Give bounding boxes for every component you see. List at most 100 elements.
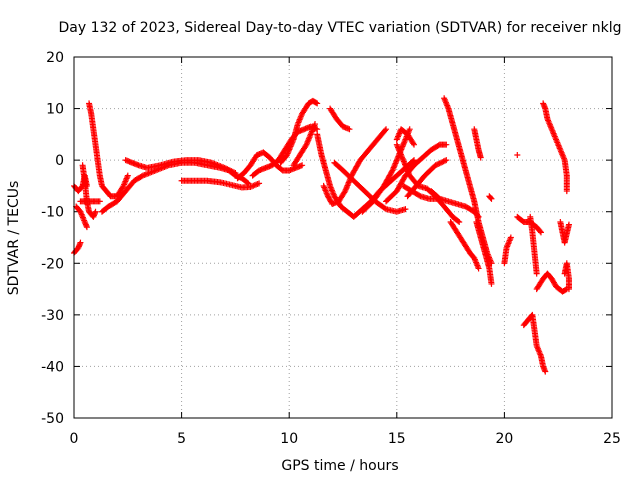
y-tick-label: 20 (46, 50, 64, 66)
series-arc-6 (77, 198, 103, 205)
y-tick-label: -20 (41, 256, 64, 272)
x-axis-label: GPS time / hours (281, 458, 398, 474)
series-arc-5 (86, 100, 131, 200)
data-point-marker (441, 157, 448, 164)
series-arc-21 (393, 126, 418, 148)
data-point-marker (440, 158, 447, 165)
data-point-marker (562, 286, 569, 293)
series-arc-8 (122, 157, 239, 177)
series-arc-34 (527, 213, 540, 277)
series-arc-18 (383, 141, 450, 205)
series-arc-35 (533, 270, 570, 295)
data-point-marker (443, 141, 450, 148)
data-point-marker (225, 166, 232, 173)
plot-frame (73, 56, 613, 419)
series-arc-2 (71, 239, 84, 256)
data-point-marker (488, 280, 495, 287)
series-arc-3 (73, 203, 90, 231)
data-point-marker (411, 157, 418, 164)
data-point-marker (228, 168, 235, 175)
data-point-marker (456, 219, 463, 226)
series-arc-33 (520, 311, 549, 375)
data-point-marker (433, 161, 440, 168)
y-tick-label: 10 (46, 102, 64, 118)
data-point-marker (565, 286, 572, 293)
data-point-marker (96, 198, 103, 205)
axis-ticks: 0 5 10 15 20 25 -50 -40 -30 -20 -10 0 10 20 (41, 50, 621, 447)
x-tick-label: 0 (70, 431, 79, 447)
data-point-marker (124, 172, 131, 179)
data-point-marker (410, 140, 417, 147)
data-point-marker (537, 229, 544, 236)
grid-lines (74, 57, 612, 418)
data-point-marker (439, 159, 446, 166)
data-point-marker (537, 228, 544, 235)
series-arc-27 (447, 219, 482, 272)
series-arc-25 (441, 95, 495, 267)
data-point-marker (475, 265, 482, 272)
data-point-marker (299, 162, 306, 169)
data-point-marker (222, 165, 229, 172)
data-point-marker (563, 188, 570, 195)
data-point-marker (232, 170, 239, 177)
data-point-marker (436, 160, 443, 167)
y-tick-label: -10 (41, 205, 64, 221)
data-point-marker (314, 100, 321, 107)
data-point-marker (231, 169, 238, 176)
data-point-marker (488, 195, 495, 202)
data-point-marker (443, 157, 450, 164)
data-point-marker (313, 99, 320, 106)
data-point-marker (402, 206, 409, 213)
data-point-marker (542, 368, 549, 375)
y-tick-label: -50 (41, 411, 64, 427)
data-point-marker (435, 161, 442, 168)
data-point-marker (432, 162, 439, 169)
data-point-marker (224, 166, 231, 173)
data-point-marker (341, 189, 348, 196)
series-arc-28 (473, 219, 495, 287)
series-arc-36 (540, 100, 570, 195)
data-point-marker (533, 270, 540, 277)
series-arc-12 (277, 97, 321, 166)
x-tick-label: 15 (388, 431, 406, 447)
data-point-marker (256, 180, 263, 187)
data-point-marker (437, 159, 444, 166)
data-point-marker (507, 234, 514, 241)
series-arc-17 (327, 105, 353, 133)
data-point-marker (314, 126, 321, 133)
data-point-marker (83, 224, 90, 231)
data-points (71, 95, 572, 375)
data-point-marker (477, 154, 484, 161)
series-arc-31 (514, 151, 521, 158)
series-arc-13 (290, 121, 319, 169)
y-tick-label: -30 (41, 308, 64, 324)
chart-title: Day 132 of 2023, Sidereal Day-to-day VTE… (59, 20, 622, 36)
series-arc-30 (501, 234, 514, 267)
data-point-marker (411, 141, 418, 148)
series-arc-29 (486, 193, 495, 202)
x-tick-label: 25 (603, 431, 621, 447)
series-arc-38 (561, 260, 572, 293)
data-point-marker (455, 218, 462, 225)
y-tick-label: 0 (55, 153, 64, 169)
data-point-marker (514, 151, 521, 158)
data-point-marker (382, 127, 389, 134)
x-tick-label: 5 (177, 431, 186, 447)
y-tick-label: -40 (41, 359, 64, 375)
series-arc-10 (234, 149, 306, 182)
x-tick-label: 10 (280, 431, 298, 447)
data-point-marker (92, 208, 99, 215)
data-point-marker (409, 158, 416, 165)
data-point-marker (406, 126, 413, 133)
data-point-marker (312, 121, 319, 128)
series-arc-26 (471, 126, 484, 161)
data-point-marker (416, 192, 423, 199)
data-point-marker (138, 173, 145, 180)
data-point-marker (227, 167, 234, 174)
data-point-marker (346, 126, 353, 133)
data-point-marker (487, 194, 494, 201)
data-point-marker (565, 221, 572, 228)
data-point-marker (383, 126, 390, 133)
y-axis-label: SDTVAR / TECUs (6, 181, 22, 296)
